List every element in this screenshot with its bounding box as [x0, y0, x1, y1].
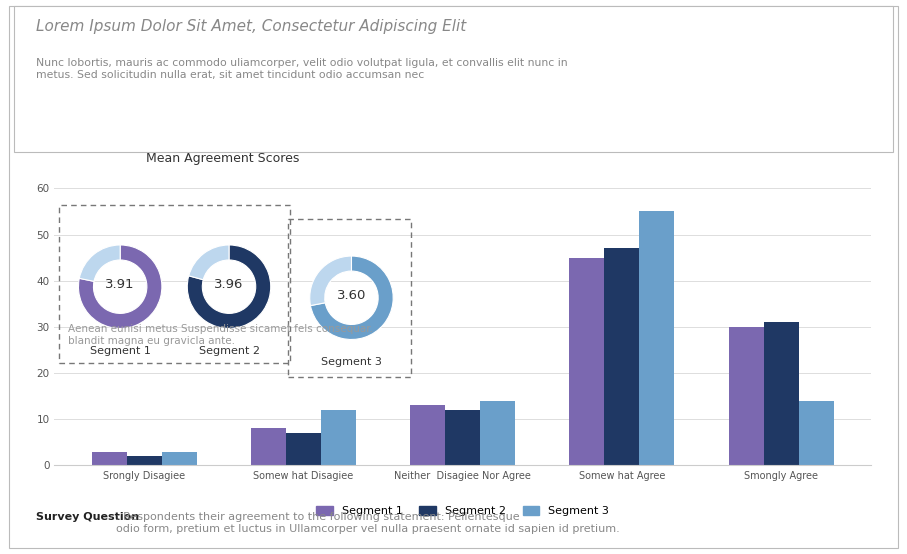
Wedge shape: [79, 245, 162, 329]
Text: 3.91: 3.91: [105, 278, 135, 291]
Text: Mean Agreement Scores: Mean Agreement Scores: [145, 152, 299, 165]
Text: Aenean eunisi metus Suspendisse sicamet fels consequar.
blandit magna eu gravicl: Aenean eunisi metus Suspendisse sicamet …: [68, 324, 373, 346]
Text: 3.60: 3.60: [336, 289, 366, 302]
Wedge shape: [189, 245, 229, 280]
Text: Segment 3: Segment 3: [321, 357, 382, 367]
Bar: [127, 456, 161, 465]
Bar: [92, 452, 127, 465]
Bar: [604, 248, 639, 465]
Text: Segment 2: Segment 2: [199, 346, 259, 356]
Text: Nunc lobortis, mauris ac commodo uliamcorper, velit odio volutpat ligula, et con: Nunc lobortis, mauris ac commodo uliamco…: [36, 58, 568, 80]
Wedge shape: [310, 256, 393, 340]
Bar: [410, 406, 445, 465]
Bar: [798, 401, 834, 465]
Bar: [286, 433, 321, 465]
Bar: [161, 452, 197, 465]
Wedge shape: [188, 245, 270, 329]
Bar: [250, 428, 286, 465]
Text: Segment 1: Segment 1: [90, 346, 151, 356]
Text: Survey Question: Survey Question: [36, 512, 140, 522]
Bar: [764, 322, 798, 465]
Wedge shape: [310, 256, 352, 306]
Legend: Segment 1, Segment 2, Segment 3: Segment 1, Segment 2, Segment 3: [312, 501, 613, 521]
Bar: [570, 258, 604, 465]
Bar: [639, 212, 675, 465]
Bar: [728, 327, 764, 465]
Text: Lorem Ipsum Dolor Sit Amet, Consectetur Adipiscing Elit: Lorem Ipsum Dolor Sit Amet, Consectetur …: [36, 19, 466, 34]
FancyBboxPatch shape: [14, 6, 893, 152]
Bar: [445, 410, 480, 465]
Wedge shape: [79, 245, 121, 281]
Bar: [321, 410, 356, 465]
Text: 3.96: 3.96: [214, 278, 244, 291]
Text: : Respondents their agreement to the following statement: Pellentesque
odio form: : Respondents their agreement to the fol…: [116, 512, 619, 534]
Bar: [480, 401, 515, 465]
